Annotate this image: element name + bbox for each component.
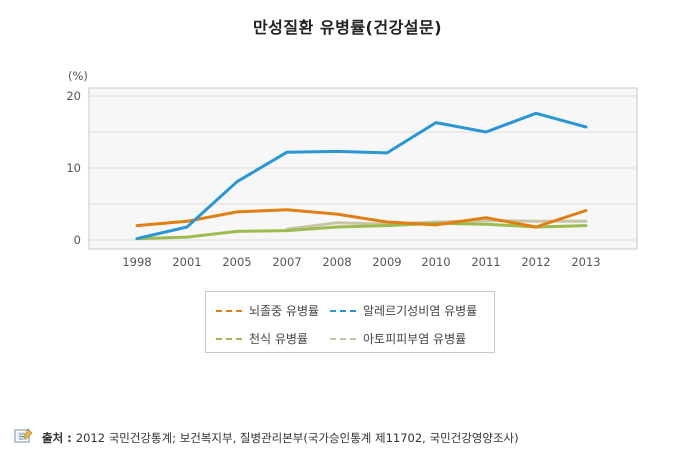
legend-item-atopic: 아토피피부염 유병률	[330, 330, 466, 347]
book-icon	[14, 428, 34, 447]
y-tick-label: 10	[66, 161, 81, 175]
legend-label-rhinitis: 알레르기성비염 유병률	[363, 304, 478, 318]
x-tick-label: 2007	[272, 255, 301, 269]
y-axis-label: (%)	[68, 69, 88, 83]
line-chart: 0 10 20 (%) 1998 2001 2005 2007 2008 2009 2010 201…	[66, 69, 638, 269]
chart-legend: 뇌졸중 유병률 알레르기성비염 유병률 천식 유병률 아토피피부염 유병률	[205, 291, 495, 353]
series-line-stroke	[135, 208, 588, 229]
x-tick-label: 2005	[222, 255, 251, 269]
source-label: 출처 :	[42, 430, 72, 445]
legend-swatch-rhinitis	[330, 309, 356, 312]
x-tick-label: 2008	[322, 255, 351, 269]
y-tick-label: 20	[66, 89, 81, 103]
x-tick-label: 2013	[571, 255, 600, 269]
x-tick-label: 1998	[122, 255, 151, 269]
legend-swatch-atopic	[330, 337, 356, 340]
source-note: 출처 : 2012 국민건강통계; 보건복지부, 질병관리본부(국가승인통계 제…	[14, 428, 519, 447]
x-tick-label: 2011	[471, 255, 500, 269]
source-text: 2012 국민건강통계; 보건복지부, 질병관리본부(국가승인통계 제11702…	[75, 430, 519, 445]
legend-swatch-asthma	[216, 337, 242, 340]
legend-item-stroke: 뇌졸중 유병률	[216, 302, 319, 319]
legend-label-stroke: 뇌졸중 유병률	[249, 304, 320, 318]
x-tick-label: 2001	[172, 255, 201, 269]
x-tick-label: 2009	[372, 255, 401, 269]
legend-item-asthma: 천식 유병률	[216, 330, 308, 347]
series-line-asthma	[135, 221, 588, 241]
legend-swatch-stroke	[216, 309, 242, 312]
series-line-rhinitis	[135, 111, 588, 241]
x-tick-label: 2012	[521, 255, 550, 269]
x-tick-label: 2010	[421, 255, 450, 269]
legend-item-rhinitis: 알레르기성비염 유병률	[330, 302, 477, 319]
legend-label-asthma: 천식 유병률	[249, 332, 309, 346]
chart-title: 만성질환 유병률(건강설문)	[252, 18, 443, 37]
y-tick-label: 0	[74, 233, 81, 247]
legend-label-atopic: 아토피피부염 유병률	[363, 332, 467, 346]
